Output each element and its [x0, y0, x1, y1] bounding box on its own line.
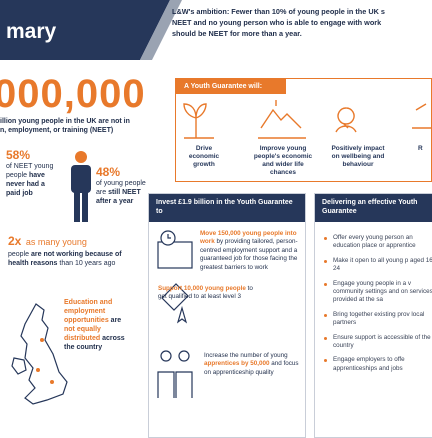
- invest-item: Increase the number of young apprentices…: [204, 352, 302, 377]
- invest-item: Support 10,000 young people to get quali…: [158, 285, 254, 302]
- ambition-line: L&W's ambition: Fewer than 10% of young …: [172, 7, 385, 16]
- stat-mid: are: [110, 317, 122, 324]
- stat-3: 2x as many young people are not working …: [8, 232, 136, 268]
- delivering-item: Offer every young person an education pl…: [324, 234, 432, 251]
- stat-emph: not equally distributed: [64, 326, 101, 342]
- caption-line: illion young people in the UK are not in: [0, 118, 130, 125]
- ambition-line: NEET and no young person who is able to …: [172, 18, 382, 27]
- ambition: L&W's ambition: Fewer than 10% of young …: [172, 6, 432, 39]
- stat-value: 48%: [96, 165, 121, 179]
- guarantee-item: Improve young people's economic and wide…: [253, 145, 313, 176]
- guarantee-item: Drive economic growth: [188, 145, 220, 168]
- guarantee-item: R: [418, 145, 423, 152]
- stat-tail: than 10 years ago: [59, 260, 116, 267]
- stat-emph: are not working because of health reason…: [8, 251, 122, 267]
- delivering-item: Engage young people in a v community set…: [324, 280, 432, 305]
- invest-icons: [157, 230, 193, 398]
- stat-emph: Education and employment opportunities: [64, 299, 113, 324]
- big-number: 000,000: [0, 72, 146, 116]
- invest-text: by providing tailored, person-centred em…: [200, 238, 298, 271]
- invest-highlight: Move 150,000 young people into work: [200, 230, 297, 246]
- stat-lead: as many young: [25, 237, 87, 247]
- delivering-box: Delivering an effective Youth Guarantee …: [314, 193, 432, 438]
- invest-highlight: apprentices by 50,000: [204, 360, 270, 368]
- uk-map: [11, 303, 68, 405]
- invest-highlight: Support 10,000 young people: [158, 285, 246, 292]
- guarantee-item: Positively impact on wellbeing and behav…: [331, 145, 385, 168]
- guarantee-title: A Youth Guarantee will:: [176, 79, 286, 94]
- stat-value: 2x: [8, 234, 22, 248]
- invest-title: Invest £1.9 billion in the Youth Guarant…: [149, 194, 305, 222]
- delivering-item: Bring together existing prov local partn…: [324, 311, 432, 328]
- guarantee-icons: [183, 100, 432, 139]
- stat-1: 58% of NEET young people have never had …: [6, 148, 66, 198]
- delivering-item: Ensure support is accessible of the coun…: [324, 334, 432, 351]
- invest-text: and focus on apprenticeship quality: [204, 360, 299, 376]
- title: mary: [6, 20, 57, 43]
- invest-lead: Increase the number of young: [204, 352, 288, 359]
- stat-text: of NEET young people: [6, 163, 54, 179]
- ambition-line: should be NEET for more than a year.: [172, 29, 302, 38]
- caption-line: n, employment, or training (NEET): [0, 127, 114, 134]
- stat-text: people: [8, 251, 30, 258]
- stat-4: Education and employment opportunities a…: [64, 298, 128, 352]
- invest-item: Move 150,000 young people into work by p…: [200, 230, 302, 272]
- delivering-title: Delivering an effective Youth Guarantee: [315, 194, 432, 222]
- guarantee-box: A Youth Guarantee will:: [175, 78, 432, 182]
- stat-emph: have never had a paid job: [6, 172, 45, 197]
- delivering-item: Make it open to all young p aged 16-24: [324, 257, 432, 274]
- invest-text: to get qualified to at least level 3: [158, 285, 253, 301]
- stat-emph: still NEET after a year: [96, 189, 141, 205]
- big-caption: illion young people in the UK are not in…: [0, 117, 130, 135]
- stat-value: 58%: [6, 148, 31, 162]
- stat-text: of young people are: [96, 180, 146, 196]
- delivering-item: Engage employers to offe apprenticeships…: [324, 356, 432, 373]
- stat-2: 48% of young people are still NEET after…: [96, 165, 146, 206]
- header-graphic: [0, 0, 182, 60]
- stat-tail: across the country: [64, 335, 125, 351]
- person-icon: [71, 151, 91, 222]
